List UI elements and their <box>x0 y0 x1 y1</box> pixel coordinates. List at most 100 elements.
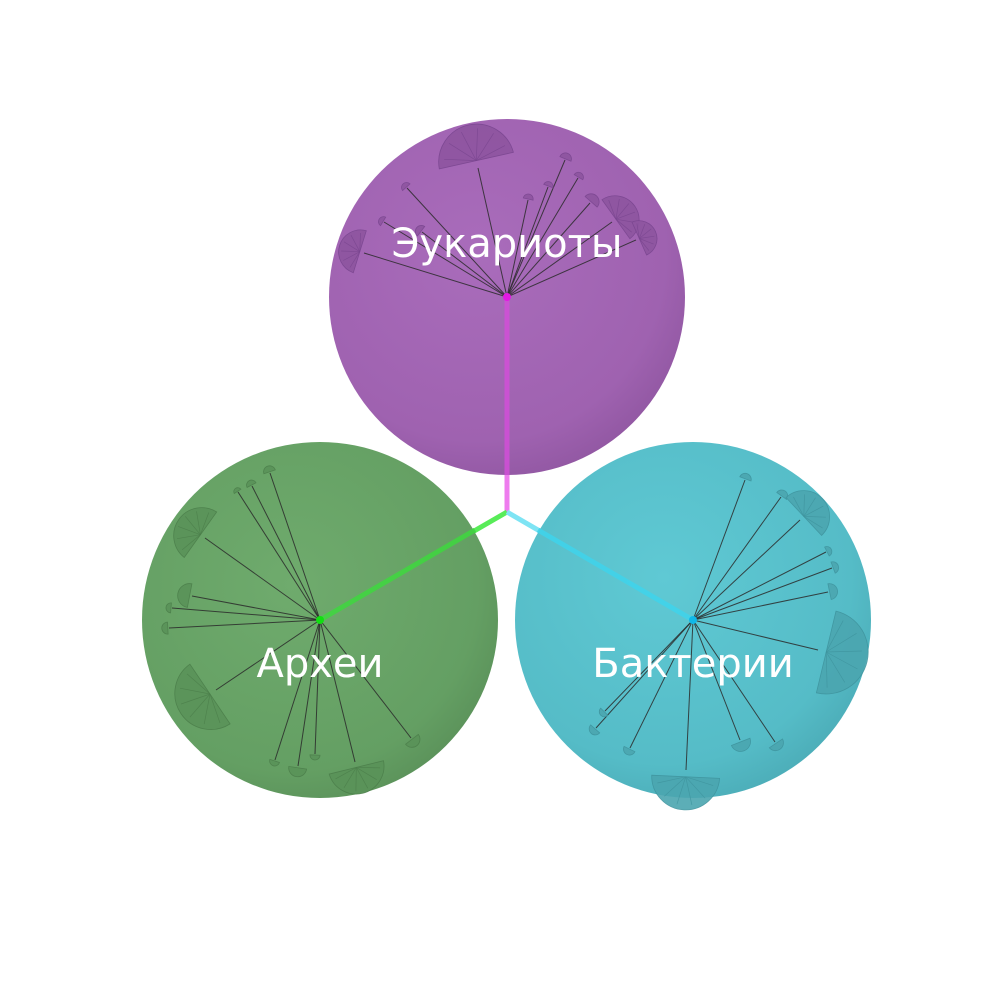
label-archaea: Археи <box>256 641 383 687</box>
branch-line <box>319 619 412 739</box>
branch-line <box>363 252 508 298</box>
clade-cap-icon <box>827 583 838 600</box>
domain-bacteria: Бактерии <box>515 442 871 811</box>
clade-cap-icon <box>730 737 751 752</box>
sub-branch-line <box>826 651 858 670</box>
branch-line <box>604 619 694 712</box>
sub-branch-line <box>639 228 652 239</box>
sub-branch-line <box>343 251 360 261</box>
clade-cap-icon <box>623 745 636 756</box>
sub-branch-line <box>608 199 617 220</box>
sub-branch-line <box>343 767 357 788</box>
branch-line <box>237 491 321 621</box>
sub-branch-line <box>476 133 494 161</box>
branch-line <box>506 202 591 298</box>
branch-line <box>215 619 321 691</box>
sub-branch-line <box>476 145 506 161</box>
clade-cap-icon <box>269 758 281 767</box>
clade-cap-icon <box>543 181 554 189</box>
branch-line <box>406 187 508 298</box>
branch-line <box>692 619 819 651</box>
sub-branch-line <box>825 651 846 683</box>
clade-cap-icon <box>378 216 387 227</box>
clade-cap-icon <box>588 724 601 736</box>
sub-branch-line <box>639 235 655 239</box>
clade-cap-icon <box>584 193 600 208</box>
clade-cap-icon <box>768 738 784 752</box>
clade-cap-icon <box>288 765 308 778</box>
branch-line <box>168 619 321 629</box>
sub-branch-line <box>685 776 714 786</box>
clade-cap-icon <box>785 490 831 536</box>
sub-branch-line <box>343 241 360 252</box>
sub-branch-line <box>639 238 654 245</box>
clade-cap-icon <box>246 479 257 488</box>
clade-cap-icon <box>739 473 752 482</box>
clade-cap-icon <box>651 774 721 811</box>
branch-line <box>506 159 566 298</box>
sub-branch-line <box>639 238 650 251</box>
subtree-archaea <box>161 465 421 795</box>
label-bacteria: Бактерии <box>592 641 793 687</box>
clade-cap-icon <box>233 487 242 495</box>
sub-branch-line <box>359 232 361 252</box>
connector-bacteria-inner <box>536 527 695 623</box>
branch-line <box>692 519 801 621</box>
sub-branch-line <box>825 651 828 688</box>
sub-branch-line <box>615 211 636 220</box>
branch-line <box>692 619 776 743</box>
sub-branch-line <box>460 131 477 161</box>
clade-cap-icon <box>328 760 385 795</box>
clade-cap-icon <box>263 465 276 475</box>
branch-line <box>274 619 321 761</box>
branch-line <box>421 231 508 298</box>
sub-branch-line <box>203 693 211 725</box>
sub-branch-line <box>475 128 478 161</box>
sub-branch-line <box>685 776 693 806</box>
branch-line <box>506 186 549 298</box>
branch-line <box>506 221 613 298</box>
branch-line <box>506 239 637 298</box>
subtree-eukaryotes <box>338 123 658 298</box>
clade-cap-icon <box>824 546 833 557</box>
branch-line <box>506 199 529 298</box>
sub-branch-line <box>444 158 477 161</box>
clade-cap-icon <box>177 583 193 608</box>
sub-branch-line <box>615 203 630 220</box>
sub-branch-line <box>335 767 357 780</box>
branch-line <box>251 485 321 621</box>
branch-line <box>204 537 321 621</box>
branch-line <box>319 619 356 763</box>
sub-branch-line <box>803 497 816 517</box>
root-node-bacteria <box>689 616 697 624</box>
sub-branch-line <box>448 143 477 161</box>
connector-archaea-inner <box>318 527 477 623</box>
clade-cap-icon <box>598 707 609 718</box>
clade-cap-icon <box>405 733 421 748</box>
clade-cap-icon <box>815 610 869 695</box>
branch-line <box>297 619 321 767</box>
branch-line <box>692 567 833 621</box>
sub-branch-line <box>803 505 824 517</box>
branch-line <box>595 619 694 729</box>
branch-line <box>692 551 827 621</box>
sub-branch-line <box>826 650 862 653</box>
sub-branch-line <box>356 767 377 780</box>
sub-branch-line <box>189 693 211 718</box>
sub-branch-line <box>180 693 211 705</box>
branch-line <box>191 595 321 621</box>
subtree-bacteria <box>588 473 869 811</box>
branch-line <box>506 177 579 298</box>
sub-branch-line <box>793 496 805 517</box>
root-node-archaea <box>316 616 324 624</box>
branch-line <box>269 472 321 621</box>
branch-line <box>692 496 782 621</box>
branch-line <box>314 619 321 755</box>
sub-branch-line <box>685 776 706 799</box>
sub-branch-line <box>657 776 686 784</box>
clade-cap-icon <box>830 561 839 574</box>
sub-branch-line <box>179 687 211 695</box>
sub-branch-line <box>803 516 826 518</box>
branch-line <box>383 221 508 298</box>
clade-cap-icon <box>573 171 584 181</box>
